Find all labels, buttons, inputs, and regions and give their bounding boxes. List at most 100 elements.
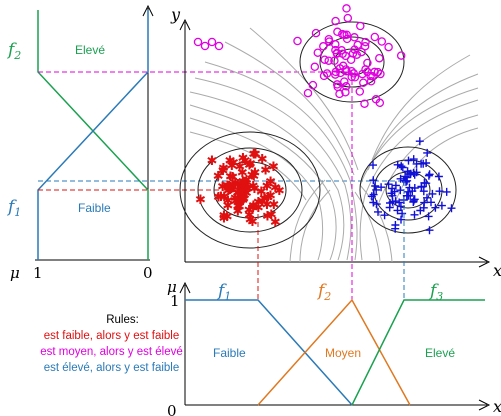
left-high-label: Elevé bbox=[75, 43, 105, 57]
red-star-marker: ✱ bbox=[257, 195, 268, 210]
blue-plus-marker bbox=[434, 172, 443, 181]
red-star-marker: ✱ bbox=[256, 185, 267, 200]
magenta-circle-marker bbox=[332, 80, 342, 89]
red-star-marker: ✱ bbox=[239, 189, 250, 204]
magenta-circle-marker bbox=[384, 42, 393, 52]
red-star-marker: ✱ bbox=[238, 175, 249, 190]
red-star-marker: ✱ bbox=[266, 208, 277, 223]
cluster-2-points bbox=[193, 4, 406, 108]
blue-plus-marker bbox=[423, 148, 432, 157]
red-star-marker: ✱ bbox=[245, 157, 256, 172]
red-star-marker: ✱ bbox=[253, 196, 264, 211]
red-star-marker: ✱ bbox=[248, 147, 259, 162]
red-star-marker: ✱ bbox=[222, 179, 233, 194]
red-star-marker: ✱ bbox=[238, 152, 249, 167]
bottom-mf-low-blue bbox=[185, 299, 353, 406]
magenta-circle-marker bbox=[368, 71, 377, 81]
blue-plus-marker bbox=[428, 189, 437, 198]
red-star-marker: ✱ bbox=[268, 160, 279, 175]
blue-plus-marker bbox=[410, 170, 419, 179]
magenta-circle-marker bbox=[396, 51, 406, 60]
magenta-circle-marker bbox=[377, 37, 387, 46]
blue-plus-marker bbox=[369, 190, 378, 199]
scatter-plot: y x bbox=[170, 4, 501, 280]
blue-plus-marker bbox=[447, 204, 456, 213]
red-star-marker: ✱ bbox=[246, 168, 257, 183]
bottom-h-arrowhead bbox=[478, 399, 491, 411]
red-star-marker: ✱ bbox=[224, 183, 235, 198]
magenta-circle-marker bbox=[359, 78, 368, 87]
blue-plus-marker bbox=[419, 159, 428, 168]
magenta-circle-marker bbox=[335, 89, 344, 99]
blue-plus-marker bbox=[369, 161, 377, 170]
blue-plus-marker bbox=[431, 203, 440, 212]
blue-plus-marker bbox=[396, 186, 405, 195]
red-star-marker: ✱ bbox=[237, 175, 248, 190]
magenta-circle-marker bbox=[366, 77, 376, 86]
blue-plus-marker bbox=[387, 189, 396, 198]
y-arrowhead bbox=[179, 18, 191, 31]
blue-plus-marker bbox=[409, 198, 418, 206]
magenta-circle-marker bbox=[370, 67, 379, 77]
magenta-circle-marker bbox=[331, 67, 341, 77]
red-star-marker: ✱ bbox=[240, 154, 251, 169]
magenta-circle-marker bbox=[342, 4, 351, 13]
red-star-marker: ✱ bbox=[260, 164, 271, 179]
red-star-marker: ✱ bbox=[236, 190, 247, 205]
blue-plus-marker bbox=[377, 183, 386, 192]
x-arrowhead bbox=[478, 256, 491, 268]
bottom-f1-label: f1 bbox=[216, 281, 231, 303]
red-star-marker: ✱ bbox=[244, 158, 255, 173]
magenta-circle-marker bbox=[322, 69, 332, 78]
blue-plus-marker bbox=[374, 207, 382, 216]
magenta-circle-marker bbox=[341, 82, 351, 91]
red-star-marker: ✱ bbox=[257, 153, 268, 168]
red-star-marker: ✱ bbox=[219, 190, 230, 205]
red-star-marker: ✱ bbox=[195, 193, 206, 208]
red-star-marker: ✱ bbox=[225, 181, 236, 196]
blue-plus-marker bbox=[380, 211, 389, 220]
red-star-marker: ✱ bbox=[265, 175, 276, 190]
red-star-marker: ✱ bbox=[218, 164, 229, 179]
blue-plus-marker bbox=[369, 176, 378, 185]
blue-plus-marker bbox=[406, 169, 415, 178]
blue-plus-marker bbox=[410, 210, 419, 219]
blue-plus-marker bbox=[404, 156, 413, 165]
bottom-f2-label: f2 bbox=[316, 281, 331, 303]
red-star-marker: ✱ bbox=[232, 199, 243, 214]
blue-plus-marker bbox=[369, 198, 378, 207]
red-star-marker: ✱ bbox=[233, 186, 244, 201]
blue-plus-marker bbox=[372, 200, 381, 209]
magenta-circle-marker bbox=[355, 87, 365, 96]
red-star-marker: ✱ bbox=[270, 215, 281, 230]
blue-plus-marker bbox=[398, 163, 407, 172]
red-star-marker: ✱ bbox=[261, 198, 272, 213]
blue-plus-marker bbox=[424, 212, 433, 221]
bottom-tick-0: 0 bbox=[167, 402, 177, 416]
magenta-circle-marker bbox=[360, 99, 369, 108]
cluster-1-points: ✱✱✱✱✱✱✱✱✱✱✱✱ ✱✱✱✱✱✱✱✱✱ ✱✱✱✱✱✱✱✱ ✱✱✱✱✱✱✱✱✱✱✱… bbox=[195, 147, 285, 230]
bottom-membership-panel: μ 1 0 x f1 f2 f3 Faible Moyen Elevé bbox=[167, 278, 501, 416]
bottom-mid-label: Moyen bbox=[325, 346, 361, 360]
blue-plus-marker bbox=[393, 160, 402, 169]
red-star-marker: ✱ bbox=[262, 209, 273, 224]
red-star-marker: ✱ bbox=[222, 210, 233, 225]
blue-plus-marker bbox=[391, 221, 400, 229]
blue-plus-marker bbox=[371, 182, 380, 190]
blue-plus-marker bbox=[397, 162, 406, 171]
blue-plus-marker bbox=[391, 181, 400, 190]
blue-plus-marker bbox=[419, 187, 428, 196]
blue-plus-marker bbox=[420, 178, 429, 187]
blue-plus-marker bbox=[397, 215, 405, 224]
red-star-marker: ✱ bbox=[259, 192, 270, 207]
bottom-mu-label: μ bbox=[167, 278, 177, 296]
red-star-marker: ✱ bbox=[265, 189, 276, 204]
red-star-marker: ✱ bbox=[247, 215, 258, 230]
magenta-circle-marker bbox=[214, 41, 224, 51]
red-star-marker: ✱ bbox=[244, 204, 255, 219]
red-star-marker: ✱ bbox=[262, 180, 273, 195]
bottom-tick-1: 1 bbox=[170, 292, 180, 310]
magenta-circle-marker bbox=[348, 49, 358, 58]
red-star-marker: ✱ bbox=[274, 184, 285, 199]
contours-cluster-1 bbox=[179, 131, 321, 249]
